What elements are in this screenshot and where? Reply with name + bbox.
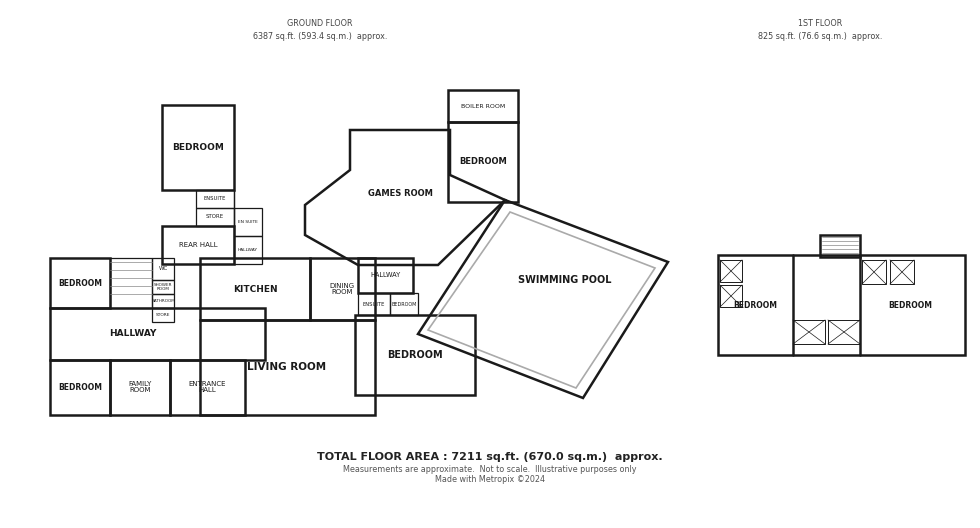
Bar	[358, 293, 390, 315]
Text: HALLWAY: HALLWAY	[110, 329, 157, 338]
Bar	[152, 258, 174, 280]
Text: GAMES ROOM: GAMES ROOM	[368, 188, 432, 197]
Text: KITCHEN: KITCHEN	[232, 285, 277, 294]
Text: STORE: STORE	[156, 313, 171, 317]
Text: BEDROOM: BEDROOM	[459, 157, 507, 166]
Bar	[355, 315, 475, 395]
Text: GROUND FLOOR
6387 sq.ft. (593.4 sq.m.)  approx.: GROUND FLOOR 6387 sq.ft. (593.4 sq.m.) a…	[253, 19, 387, 41]
Text: LIVING ROOM: LIVING ROOM	[247, 362, 326, 372]
Bar	[448, 90, 518, 122]
Bar	[862, 260, 886, 284]
Text: BEDROOM: BEDROOM	[391, 301, 416, 306]
Text: ENTRANCE
HALL: ENTRANCE HALL	[188, 381, 225, 393]
Bar	[50, 258, 110, 308]
Bar	[162, 226, 234, 264]
Bar	[718, 255, 965, 355]
Bar	[200, 320, 375, 415]
Text: REAR HALL: REAR HALL	[178, 242, 218, 248]
Bar	[890, 260, 914, 284]
Bar	[196, 190, 234, 208]
Text: 1ST FLOOR
825 sq.ft. (76.6 sq.m.)  approx.: 1ST FLOOR 825 sq.ft. (76.6 sq.m.) approx…	[758, 19, 882, 41]
Text: FAMILY
ROOM: FAMILY ROOM	[128, 381, 152, 393]
Text: BEDROOM: BEDROOM	[387, 350, 443, 360]
Text: HALLWAY: HALLWAY	[369, 272, 400, 278]
Text: TOTAL FLOOR AREA : 7211 sq.ft. (670.0 sq.m.)  approx.: TOTAL FLOOR AREA : 7211 sq.ft. (670.0 sq…	[318, 452, 662, 462]
Text: Made with Metropix ©2024: Made with Metropix ©2024	[435, 476, 545, 485]
Text: DINING
ROOM: DINING ROOM	[329, 282, 355, 296]
Text: SWIMMING POOL: SWIMMING POOL	[518, 275, 612, 285]
Bar	[152, 280, 174, 294]
Bar	[234, 236, 262, 264]
Text: STORE: STORE	[206, 214, 224, 220]
Text: ENSUITE: ENSUITE	[363, 301, 385, 306]
Bar	[390, 293, 418, 315]
Text: BEDROOM: BEDROOM	[888, 300, 932, 309]
Bar	[358, 258, 413, 293]
Bar	[720, 260, 742, 282]
Text: WC: WC	[159, 267, 168, 271]
Text: ENSUITE: ENSUITE	[204, 196, 226, 202]
Text: BEDROOM: BEDROOM	[172, 144, 224, 153]
Bar	[828, 320, 860, 344]
Text: HALLWAY: HALLWAY	[238, 248, 258, 252]
Bar	[110, 258, 152, 308]
Bar	[110, 360, 170, 415]
Bar	[162, 105, 234, 190]
Bar	[50, 360, 110, 415]
Text: Measurements are approximate.  Not to scale.  Illustrative purposes only: Measurements are approximate. Not to sca…	[343, 465, 637, 474]
Bar	[152, 294, 174, 308]
Bar	[200, 258, 310, 320]
Text: BEDROOM: BEDROOM	[58, 382, 102, 391]
Text: BEDROOM: BEDROOM	[58, 278, 102, 288]
Text: EN SUITE: EN SUITE	[238, 220, 258, 224]
Text: BEDROOM: BEDROOM	[733, 300, 777, 309]
Bar	[793, 320, 825, 344]
Text: BOILER ROOM: BOILER ROOM	[461, 103, 505, 108]
Bar	[152, 308, 174, 322]
Bar	[820, 235, 860, 257]
Bar	[234, 208, 262, 236]
Bar	[170, 360, 245, 415]
Bar	[720, 285, 742, 307]
Text: BATHROOM: BATHROOM	[151, 299, 174, 303]
Bar	[50, 308, 265, 360]
Bar	[196, 208, 234, 226]
Bar	[310, 258, 375, 320]
Text: SHOWER
ROOM: SHOWER ROOM	[154, 282, 172, 291]
Bar	[448, 122, 518, 202]
